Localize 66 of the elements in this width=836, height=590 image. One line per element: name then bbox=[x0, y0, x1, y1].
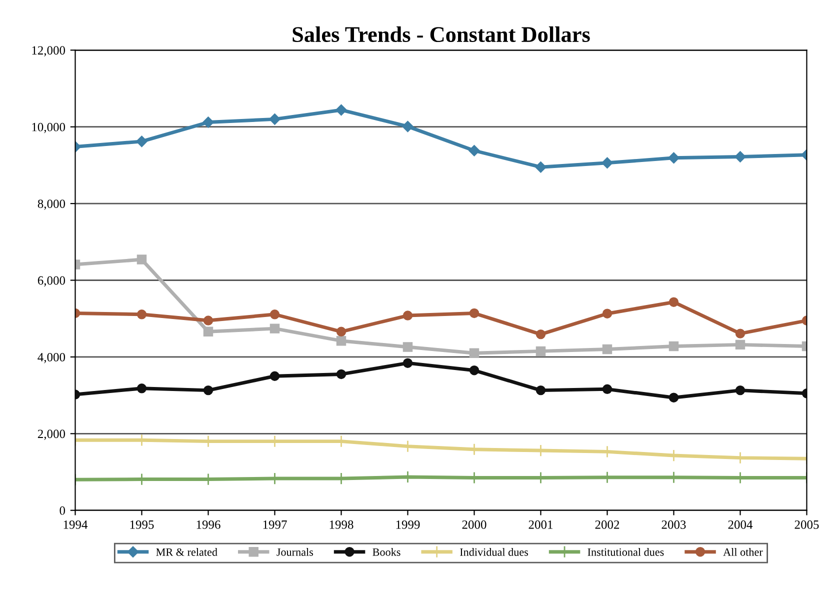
y-tick-label: 8,000 bbox=[38, 200, 66, 210]
point bbox=[668, 392, 679, 402]
point bbox=[734, 151, 746, 162]
x-tick-label: 2001 bbox=[528, 520, 552, 529]
point bbox=[735, 340, 746, 350]
point bbox=[136, 136, 148, 148]
x-tick-label: 1996 bbox=[196, 520, 220, 529]
x-tick-label: 2005 bbox=[794, 520, 819, 529]
point bbox=[735, 385, 746, 396]
point bbox=[203, 316, 214, 326]
point bbox=[336, 326, 346, 336]
point bbox=[336, 104, 347, 116]
point bbox=[735, 328, 746, 338]
point bbox=[469, 348, 480, 358]
legend-label: Journals bbox=[276, 548, 314, 556]
point bbox=[668, 341, 679, 352]
point bbox=[402, 342, 413, 352]
point bbox=[536, 329, 546, 340]
y-tick-label: 10,000 bbox=[32, 122, 66, 134]
point bbox=[602, 308, 612, 318]
x-tick-label: 2004 bbox=[728, 520, 753, 529]
legend-label: All other bbox=[723, 548, 763, 556]
point bbox=[469, 308, 480, 318]
y-tick-label: 2,000 bbox=[38, 430, 66, 440]
y-tick-label: 6,000 bbox=[38, 276, 66, 287]
chart-title: Sales Trends - Constant Dollars bbox=[292, 26, 590, 42]
legend-label: MR & related bbox=[156, 548, 218, 556]
point bbox=[536, 346, 546, 356]
point bbox=[270, 310, 280, 320]
point bbox=[203, 326, 214, 336]
point bbox=[668, 297, 679, 307]
point bbox=[602, 344, 612, 354]
point bbox=[535, 162, 546, 173]
point bbox=[536, 385, 546, 396]
point bbox=[136, 384, 147, 394]
x-tick-label: 1994 bbox=[64, 520, 88, 529]
point bbox=[203, 385, 214, 396]
legend-label: Institutional dues bbox=[588, 548, 664, 556]
x-tick-label: 2003 bbox=[662, 520, 686, 529]
point bbox=[602, 384, 612, 394]
point bbox=[202, 116, 214, 128]
point bbox=[468, 145, 480, 156]
x-tick-label: 1999 bbox=[396, 520, 420, 529]
point bbox=[336, 336, 346, 346]
x-tick-label: 2000 bbox=[462, 520, 486, 529]
point bbox=[602, 157, 613, 169]
point bbox=[402, 120, 414, 132]
point bbox=[136, 254, 147, 264]
x-tick-label: 1997 bbox=[263, 520, 287, 529]
legend-label: Individual dues bbox=[460, 548, 528, 556]
y-tick-label: 12,000 bbox=[32, 46, 66, 56]
point bbox=[269, 114, 280, 125]
point bbox=[270, 371, 280, 381]
legend-label: Books bbox=[372, 548, 400, 556]
x-tick-label: 2002 bbox=[595, 520, 620, 529]
point bbox=[469, 366, 480, 376]
point bbox=[270, 324, 280, 334]
y-tick-label: 0 bbox=[60, 506, 66, 515]
point bbox=[402, 358, 413, 368]
point bbox=[136, 310, 147, 320]
point bbox=[336, 369, 346, 380]
point bbox=[668, 152, 680, 164]
x-tick-label: 1995 bbox=[130, 520, 154, 529]
y-tick-label: 4,000 bbox=[38, 352, 66, 364]
point bbox=[402, 310, 413, 320]
x-tick-label: 1998 bbox=[330, 520, 354, 529]
